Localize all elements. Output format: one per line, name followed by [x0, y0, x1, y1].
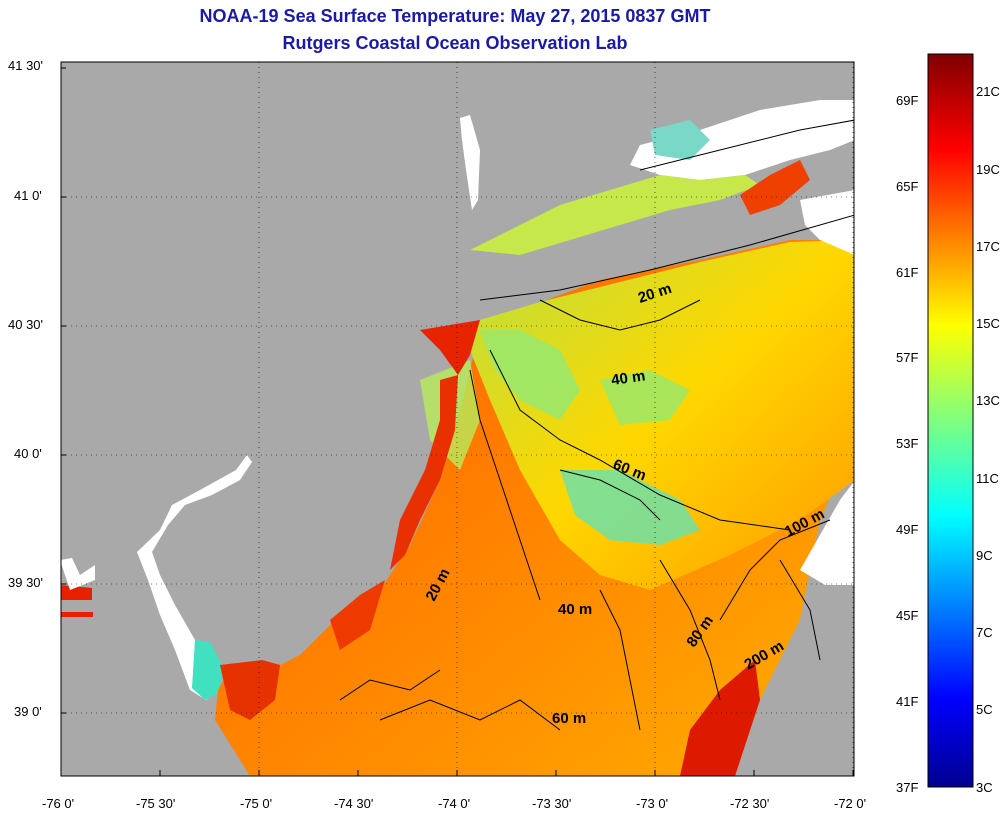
- colorbar-c-label: 3C: [976, 780, 993, 795]
- lon-tick-label: -75 30': [136, 796, 176, 811]
- colorbar-c-label: 7C: [976, 625, 993, 640]
- lon-tick-label: -73 30': [532, 796, 572, 811]
- lat-tick-label: 40 0': [14, 446, 42, 461]
- colorbar-c-label: 11C: [976, 471, 999, 486]
- lat-tick-label: 39 0': [14, 704, 42, 719]
- cool-water-patch: [560, 470, 700, 545]
- map-title: NOAA-19 Sea Surface Temperature: May 27,…: [199, 6, 711, 26]
- lon-tick-label: -75 0': [240, 796, 273, 811]
- colorbar-c-label: 13C: [976, 393, 1000, 408]
- isobath-label: 40 m: [558, 601, 592, 618]
- axis-ticks: [60, 67, 854, 776]
- colorbar-c-label: 9C: [976, 548, 993, 563]
- colorbar-f-label: 37F: [896, 780, 919, 795]
- warm-inlet-water: [61, 585, 92, 600]
- warm-coastal-water: [420, 320, 480, 375]
- lon-tick-label: -73 0': [636, 796, 669, 811]
- lat-tick-label: 41 0': [14, 188, 42, 203]
- warm-inlet-water: [61, 612, 93, 617]
- colorbar-f-label: 69F: [896, 93, 919, 108]
- colorbar-f-label: 45F: [896, 608, 919, 623]
- cloud-speck: [460, 115, 480, 210]
- colorbar-f-label: 61F: [896, 265, 919, 280]
- warm-shelf-break-water: [680, 660, 760, 776]
- lon-tick-label: -76 0': [42, 796, 75, 811]
- long-island-sound-sst: [650, 120, 710, 160]
- long-island-sound-sst: [470, 175, 760, 255]
- graticule: [61, 62, 854, 776]
- lat-tick-label: 39 30': [8, 575, 44, 590]
- cool-water-patch: [600, 370, 690, 425]
- warm-coastal-water: [390, 375, 458, 570]
- colorbar-c-label: 15C: [976, 316, 1000, 331]
- delaware-bay-water: [192, 640, 222, 700]
- colorbar-f-label: 41F: [896, 694, 919, 709]
- lon-tick-label: -72 30': [730, 796, 770, 811]
- colorbar-f-label: 65F: [896, 179, 919, 194]
- lat-tick-label: 41 30': [8, 58, 44, 73]
- colorbar-f-label: 53F: [896, 436, 919, 451]
- isobath-lines: [339, 119, 854, 731]
- lon-tick-label: -74 0': [438, 796, 471, 811]
- colorbar-f-label: 49F: [896, 522, 919, 537]
- warm-estuary-water: [740, 160, 810, 215]
- colorbar-c-label: 5C: [976, 702, 993, 717]
- colorbar-c-label: 19C: [976, 162, 1000, 177]
- warm-coastal-water: [220, 660, 280, 720]
- map-subtitle: Rutgers Coastal Ocean Observation Lab: [282, 33, 628, 53]
- lon-tick-label: -72 0': [834, 796, 867, 811]
- isobath-label: 60 m: [552, 710, 586, 727]
- eastern-cloud: [800, 190, 854, 255]
- colorbar-c-label: 17C: [976, 239, 1000, 254]
- lat-tick-label: 40 30': [8, 317, 44, 332]
- cool-water-patch: [480, 330, 580, 420]
- long-island-cloud: [630, 100, 854, 180]
- temperature-colorbar: [927, 53, 974, 788]
- colorbar-c-label: 21C: [976, 84, 1000, 99]
- colorbar-f-label: 57F: [896, 350, 919, 365]
- lon-tick-label: -74 30': [334, 796, 374, 811]
- eastern-cloud: [800, 481, 854, 585]
- cloud-speck: [61, 558, 95, 590]
- warm-coastal-water: [330, 580, 385, 650]
- isobath-label: 40 m: [610, 367, 646, 389]
